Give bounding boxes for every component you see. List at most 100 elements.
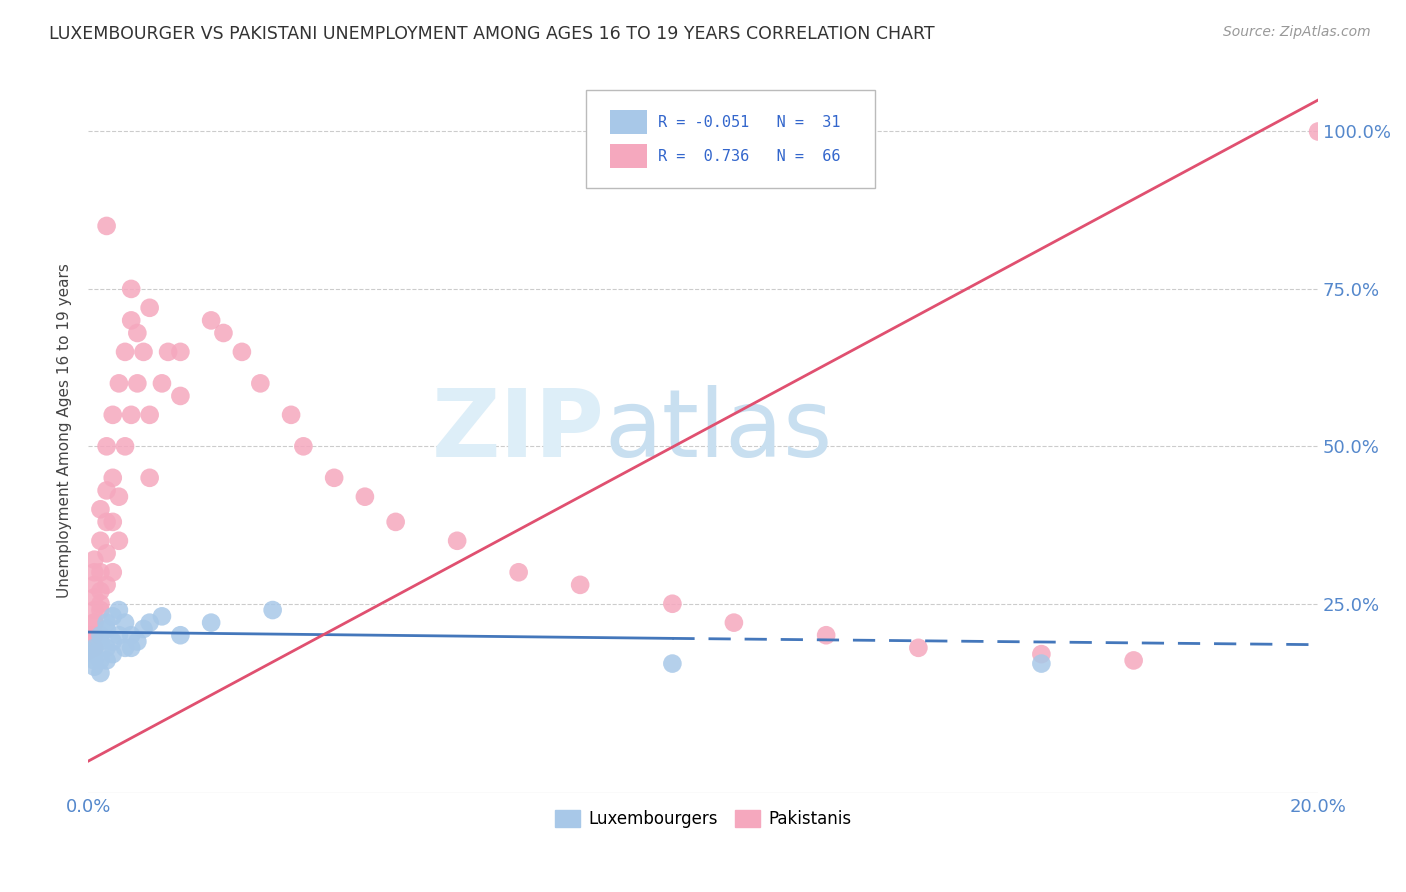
- Point: [96, 653, 118, 667]
- Point: [1308, 124, 1330, 138]
- Point: [138, 301, 160, 315]
- Point: [101, 566, 124, 580]
- Point: [77, 644, 100, 658]
- Point: [83, 603, 105, 617]
- Point: [83, 591, 105, 605]
- FancyBboxPatch shape: [610, 110, 647, 135]
- Text: ZIP: ZIP: [432, 384, 605, 476]
- Point: [101, 647, 124, 661]
- Point: [138, 471, 160, 485]
- Point: [96, 622, 118, 636]
- Point: [89, 653, 111, 667]
- Point: [89, 628, 111, 642]
- Point: [132, 622, 155, 636]
- Point: [96, 615, 118, 630]
- Point: [1122, 653, 1144, 667]
- Point: [96, 219, 118, 233]
- Point: [212, 326, 235, 340]
- Y-axis label: Unemployment Among Ages 16 to 19 years: Unemployment Among Ages 16 to 19 years: [58, 263, 72, 598]
- Point: [108, 603, 131, 617]
- Point: [723, 615, 745, 630]
- Point: [120, 282, 142, 296]
- Point: [83, 640, 105, 655]
- Point: [200, 615, 222, 630]
- Point: [1031, 647, 1053, 661]
- Point: [101, 471, 124, 485]
- Point: [292, 439, 315, 453]
- Point: [127, 326, 149, 340]
- Point: [323, 471, 346, 485]
- Point: [114, 344, 136, 359]
- Point: [150, 376, 173, 391]
- Point: [508, 566, 530, 580]
- Text: R =  0.736   N =  66: R = 0.736 N = 66: [658, 149, 841, 163]
- Point: [138, 615, 160, 630]
- Point: [120, 313, 142, 327]
- Point: [231, 344, 253, 359]
- Text: LUXEMBOURGER VS PAKISTANI UNEMPLOYMENT AMONG AGES 16 TO 19 YEARS CORRELATION CHA: LUXEMBOURGER VS PAKISTANI UNEMPLOYMENT A…: [49, 25, 935, 43]
- Point: [661, 597, 683, 611]
- Point: [114, 439, 136, 453]
- Point: [96, 546, 118, 560]
- Point: [114, 615, 136, 630]
- Point: [157, 344, 180, 359]
- Point: [89, 502, 111, 516]
- Point: [83, 628, 105, 642]
- Point: [661, 657, 683, 671]
- Point: [815, 628, 838, 642]
- Point: [127, 376, 149, 391]
- Point: [96, 439, 118, 453]
- Point: [89, 634, 111, 648]
- Point: [132, 344, 155, 359]
- Point: [89, 597, 111, 611]
- Point: [83, 552, 105, 566]
- Point: [89, 533, 111, 548]
- Point: [101, 408, 124, 422]
- Point: [89, 584, 111, 599]
- Point: [384, 515, 406, 529]
- Point: [83, 640, 105, 655]
- Point: [150, 609, 173, 624]
- Point: [907, 640, 929, 655]
- Point: [114, 640, 136, 655]
- Point: [169, 344, 191, 359]
- FancyBboxPatch shape: [586, 90, 876, 188]
- Point: [354, 490, 377, 504]
- Point: [96, 578, 118, 592]
- FancyBboxPatch shape: [610, 144, 647, 169]
- Point: [120, 628, 142, 642]
- Point: [120, 640, 142, 655]
- Point: [169, 628, 191, 642]
- Point: [89, 603, 111, 617]
- Point: [108, 628, 131, 642]
- Point: [83, 578, 105, 592]
- Point: [77, 640, 100, 655]
- Point: [280, 408, 302, 422]
- Text: Source: ZipAtlas.com: Source: ZipAtlas.com: [1223, 25, 1371, 39]
- Point: [108, 376, 131, 391]
- Point: [101, 634, 124, 648]
- Point: [108, 533, 131, 548]
- Text: R = -0.051   N =  31: R = -0.051 N = 31: [658, 114, 841, 129]
- Point: [89, 566, 111, 580]
- Point: [96, 483, 118, 498]
- Point: [200, 313, 222, 327]
- Point: [569, 578, 592, 592]
- Point: [108, 490, 131, 504]
- Point: [127, 634, 149, 648]
- Point: [83, 615, 105, 630]
- Point: [101, 609, 124, 624]
- Legend: Luxembourgers, Pakistanis: Luxembourgers, Pakistanis: [548, 804, 858, 835]
- Point: [101, 515, 124, 529]
- Point: [83, 566, 105, 580]
- Point: [169, 389, 191, 403]
- Point: [120, 408, 142, 422]
- Point: [83, 615, 105, 630]
- Text: atlas: atlas: [605, 384, 832, 476]
- Point: [249, 376, 271, 391]
- Point: [77, 634, 100, 648]
- Point: [77, 628, 100, 642]
- Point: [89, 666, 111, 681]
- Point: [83, 659, 105, 673]
- Point: [77, 644, 100, 658]
